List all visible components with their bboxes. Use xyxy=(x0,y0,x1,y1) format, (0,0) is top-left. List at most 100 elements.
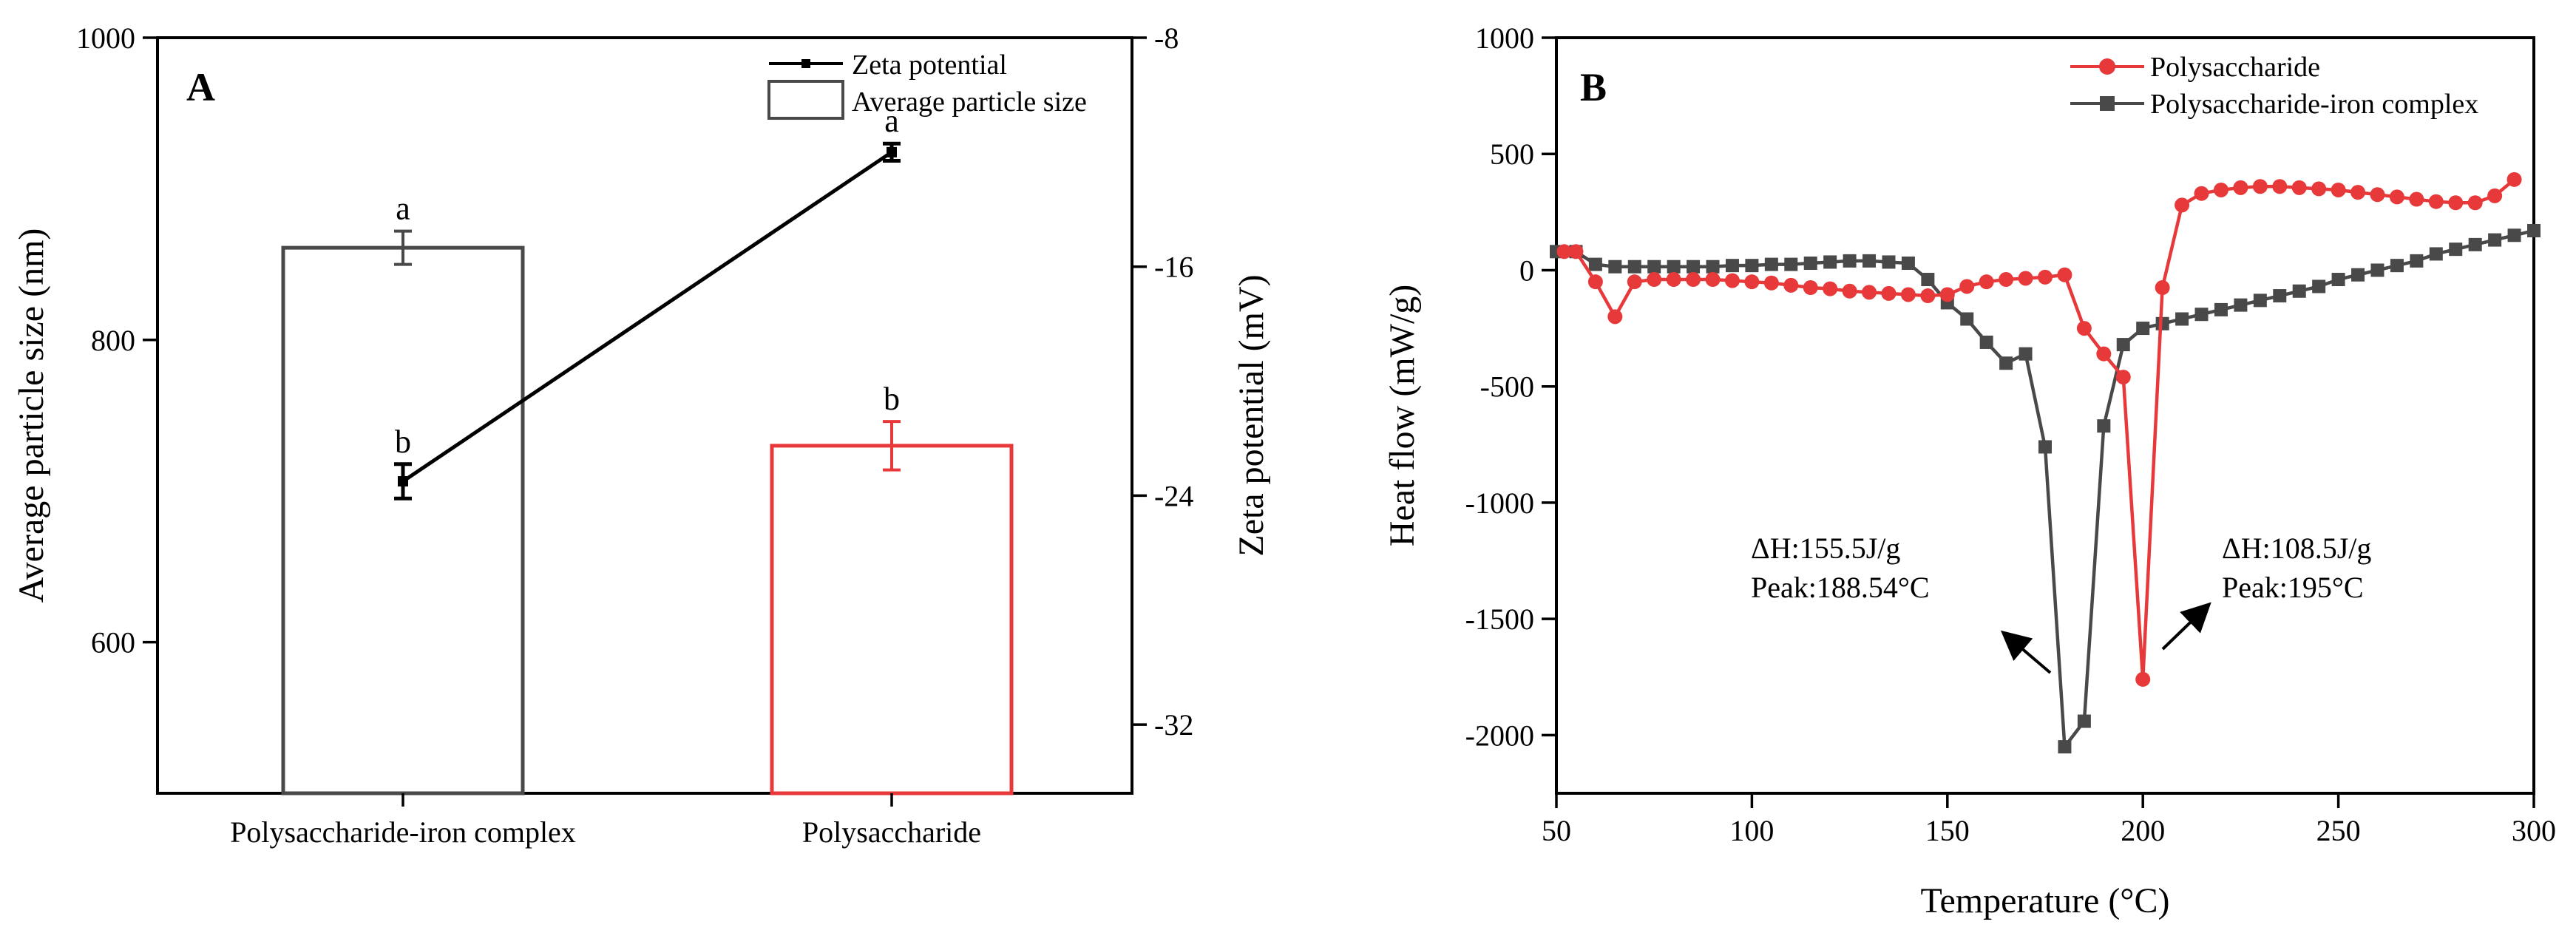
annotation-right: ΔH:108.5J/g Peak:195°C xyxy=(2161,532,2371,651)
series-point-1-24 xyxy=(2019,347,2033,361)
series-point-1-37 xyxy=(2273,289,2287,303)
panel-a: a b b a 600 800 1000 -8 -16 -24 -32 A Zeta potent… xyxy=(12,21,1271,849)
series-point-0-33 xyxy=(2194,186,2209,201)
series-point-1-23 xyxy=(1999,356,2013,370)
b-y-tick-label--1500: -1500 xyxy=(1465,603,1534,636)
b-x-tick-label-300: 300 xyxy=(2512,814,2556,847)
y-tick-label-600: 600 xyxy=(91,626,135,659)
b-x-tick-label-150: 150 xyxy=(1925,814,1970,847)
series-point-0-1 xyxy=(1568,244,1584,259)
series-point-0-16 xyxy=(1862,285,1877,300)
x-tick-label-complex: Polysaccharide-iron complex xyxy=(230,815,576,849)
panel-a-plot-frame xyxy=(156,36,1133,795)
series-point-1-13 xyxy=(1803,257,1817,271)
series-point-0-2 xyxy=(1587,274,1603,290)
bar-letter-1: b xyxy=(884,381,900,417)
series-point-1-9 xyxy=(1725,259,1739,273)
b-x-tick-label-250: 250 xyxy=(2316,814,2361,847)
series-point-0-48 xyxy=(2487,188,2503,203)
b-y-tick-label-500: 500 xyxy=(1490,138,1534,171)
series-point-0-26 xyxy=(2057,267,2072,282)
series-point-1-28 xyxy=(2097,419,2111,433)
legend-red-marker xyxy=(2099,58,2115,75)
series-point-0-38 xyxy=(2291,180,2307,195)
panel-b-y-axis-title: Heat flow (mW/g) xyxy=(1383,285,1422,547)
series-point-1-30 xyxy=(2136,322,2150,336)
series-point-1-49 xyxy=(2507,228,2521,242)
series-point-1-2 xyxy=(1588,257,1602,271)
series-point-0-31 xyxy=(2155,280,2170,296)
series-point-1-40 xyxy=(2331,273,2345,287)
zeta-point-1 xyxy=(887,146,897,157)
series-point-0-10 xyxy=(1744,274,1760,290)
series-point-0-11 xyxy=(1763,275,1779,291)
series-point-0-46 xyxy=(2448,195,2464,211)
series-point-1-27 xyxy=(2077,714,2091,728)
series-point-1-14 xyxy=(1823,255,1837,269)
series-point-1-44 xyxy=(2410,254,2424,268)
series-point-1-15 xyxy=(1843,254,1857,268)
series-point-0-40 xyxy=(2331,182,2346,197)
zeta-letter-0: b xyxy=(395,424,411,460)
series-point-0-24 xyxy=(2018,271,2033,286)
series-polysaccharide xyxy=(1556,172,2522,687)
series-point-1-4 xyxy=(1627,259,1641,274)
series-point-1-38 xyxy=(2292,284,2306,298)
series-point-1-42 xyxy=(2370,263,2385,277)
legend-bar-label: Average particle size xyxy=(852,86,1087,118)
y2-tick-label--24: -24 xyxy=(1154,479,1193,512)
panel-a-label: A xyxy=(186,65,215,109)
b-y-tick-label-1000: 1000 xyxy=(1475,21,1534,55)
y-tick-label-1000: 1000 xyxy=(76,21,135,55)
annotation-right-dh: ΔH:108.5J/g xyxy=(2222,532,2371,565)
series-point-0-47 xyxy=(2467,195,2483,211)
panel-b-series xyxy=(1550,172,2541,754)
annotation-right-peak: Peak:195°C xyxy=(2222,571,2364,604)
series-point-0-14 xyxy=(1823,281,1838,296)
series-point-0-42 xyxy=(2370,187,2385,203)
series-point-0-12 xyxy=(1783,277,1799,293)
legend-polysaccharide-label: Polysaccharide xyxy=(2150,52,2320,83)
series-point-1-48 xyxy=(2488,233,2502,247)
b-x-tick-label-50: 50 xyxy=(1542,814,1571,847)
series-point-0-0 xyxy=(1556,244,1572,259)
panel-a-y-axis-title: Average particle size (nm) xyxy=(12,228,51,603)
series-point-0-7 xyxy=(1686,272,1701,288)
annotation-left: ΔH:155.5J/g Peak:188.54°C xyxy=(1751,532,2052,674)
series-point-1-16 xyxy=(1862,254,1877,268)
b-y-tick-label--500: -500 xyxy=(1480,370,1534,404)
series-point-1-32 xyxy=(2175,312,2189,326)
series-point-1-25 xyxy=(2038,440,2052,454)
series-point-1-50 xyxy=(2527,224,2541,238)
series-point-0-6 xyxy=(1666,272,1681,288)
panel-b-ticks: 1000 500 0 -500 -1000 -1500 -2000 50 100 150 200 25… xyxy=(1465,21,2556,847)
series-point-1-22 xyxy=(1979,335,1993,349)
series-point-1-26 xyxy=(2058,740,2072,754)
series-point-1-33 xyxy=(2194,308,2209,322)
bar-letter-0: a xyxy=(396,191,410,227)
series-point-0-4 xyxy=(1627,274,1642,290)
legend-gray-marker xyxy=(2100,96,2115,111)
panel-a-ticks: 600 800 1000 -8 -16 -24 -32 xyxy=(76,21,1193,807)
legend-bar-swatch xyxy=(767,80,844,120)
series-point-0-34 xyxy=(2213,182,2228,197)
series-point-1-46 xyxy=(2449,242,2463,257)
series-point-0-8 xyxy=(1705,272,1721,288)
y2-tick-label--16: -16 xyxy=(1154,251,1193,284)
series-point-0-29 xyxy=(2115,370,2131,385)
series-point-1-17 xyxy=(1882,255,1896,269)
series-point-0-23 xyxy=(1999,272,2014,288)
series-point-1-47 xyxy=(2468,237,2482,251)
series-point-1-39 xyxy=(2312,279,2326,294)
legend-complex-label: Polysaccharide-iron complex xyxy=(2150,89,2478,120)
y2-tick-label--32: -32 xyxy=(1154,708,1193,742)
y2-tick-label--8: -8 xyxy=(1154,21,1179,55)
series-point-0-27 xyxy=(2076,321,2092,336)
panel-b-x-axis-title: Temperature (°C) xyxy=(1920,881,2169,920)
series-point-0-5 xyxy=(1647,272,1662,288)
series-point-1-3 xyxy=(1608,259,1622,274)
series-point-0-41 xyxy=(2350,185,2366,200)
series-point-0-30 xyxy=(2135,671,2151,687)
zeta-point-0 xyxy=(398,476,408,487)
